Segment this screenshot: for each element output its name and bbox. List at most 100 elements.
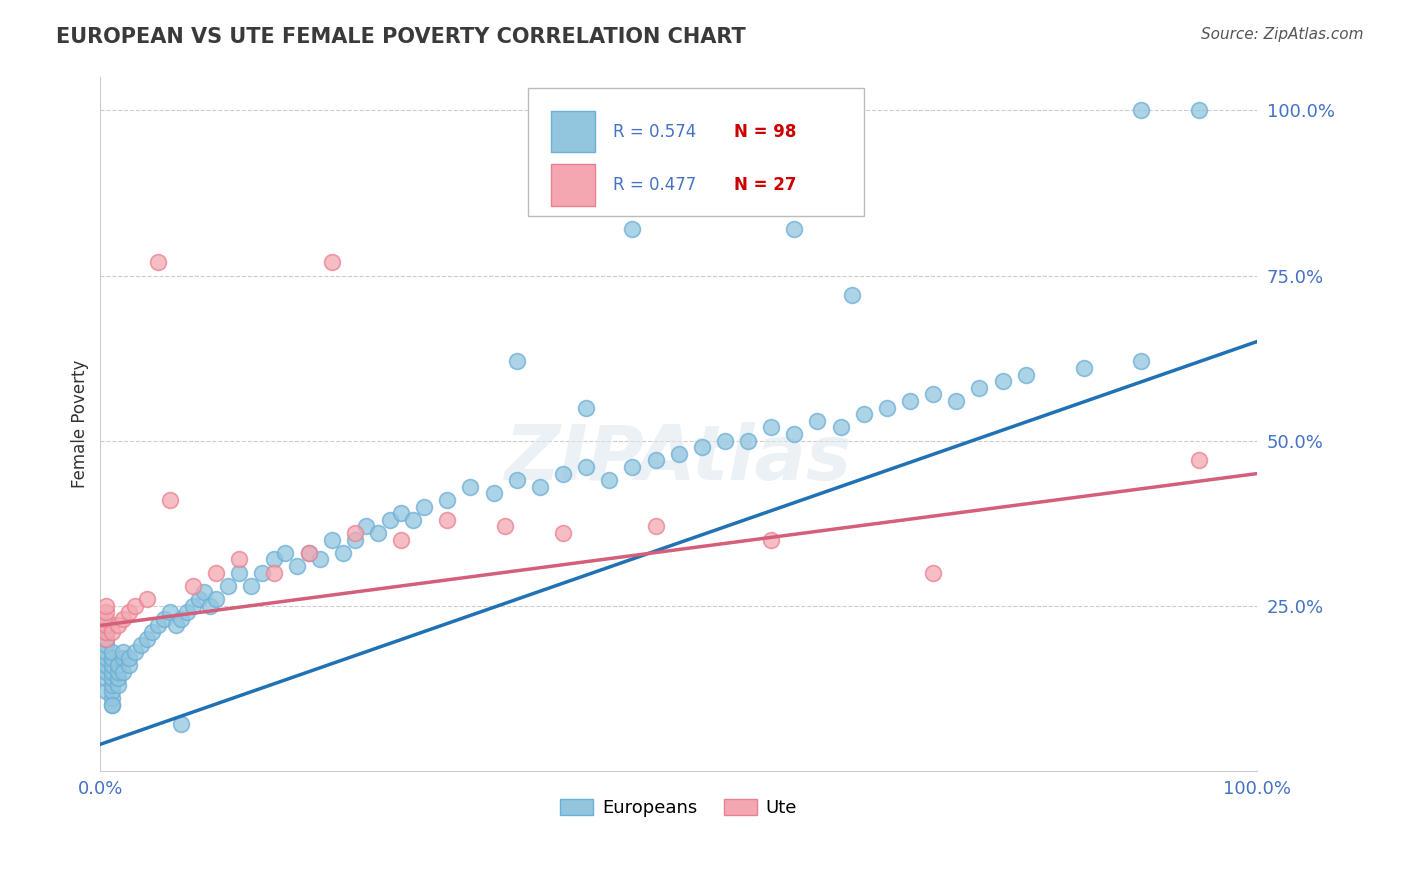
Point (141, 625, 163, 640)
Point (94, 625, 117, 640)
FancyBboxPatch shape (551, 111, 595, 153)
Text: N = 98: N = 98 (734, 122, 797, 141)
Point (101, 671, 124, 685)
Point (159, 493, 181, 508)
Point (575, 401, 598, 415)
Point (107, 665, 129, 679)
Point (101, 651, 124, 665)
Point (94, 625, 117, 640)
Point (343, 526, 366, 541)
Text: ZIPAtlas: ZIPAtlas (505, 422, 852, 496)
Point (170, 612, 193, 626)
Point (187, 592, 209, 607)
Point (898, 394, 921, 409)
Point (575, 460, 598, 475)
Point (101, 625, 124, 640)
Point (94, 632, 117, 646)
Point (922, 566, 945, 580)
Point (598, 473, 620, 487)
Point (274, 546, 297, 560)
Point (118, 658, 141, 673)
Point (205, 592, 228, 607)
Point (761, 420, 783, 434)
Point (124, 599, 146, 613)
Point (159, 605, 181, 619)
Point (112, 651, 135, 665)
Point (148, 618, 170, 632)
Point (506, 354, 529, 368)
Point (309, 552, 332, 566)
Point (852, 407, 875, 421)
Point (94, 651, 117, 665)
Point (101, 658, 124, 673)
Point (945, 394, 967, 409)
Point (228, 566, 250, 580)
Point (112, 612, 135, 626)
Text: Source: ZipAtlas.com: Source: ZipAtlas.com (1201, 27, 1364, 42)
Point (94, 599, 117, 613)
Point (668, 447, 690, 461)
Point (332, 546, 354, 560)
Point (153, 612, 176, 626)
Point (124, 645, 146, 659)
Point (356, 519, 378, 533)
Point (263, 566, 285, 580)
Point (217, 579, 239, 593)
Point (460, 480, 482, 494)
Point (621, 222, 644, 236)
Point (101, 684, 124, 698)
Point (101, 691, 124, 706)
Point (529, 480, 551, 494)
Point (1188, 103, 1211, 118)
Point (228, 552, 250, 566)
Point (94, 632, 117, 646)
Point (401, 513, 423, 527)
Point (135, 632, 157, 646)
Point (1015, 368, 1038, 382)
Point (200, 599, 222, 613)
Point (129, 638, 152, 652)
Point (436, 513, 458, 527)
Legend: Europeans, Ute: Europeans, Ute (553, 791, 804, 824)
Point (181, 599, 204, 613)
Point (205, 566, 228, 580)
Point (94, 665, 117, 679)
Point (551, 526, 574, 541)
Point (193, 585, 215, 599)
Point (841, 288, 863, 302)
Text: N = 27: N = 27 (734, 176, 797, 194)
Point (876, 401, 898, 415)
Point (806, 414, 828, 428)
Point (101, 698, 124, 712)
Point (297, 546, 319, 560)
Point (413, 500, 436, 514)
Point (668, 189, 690, 203)
Point (343, 533, 366, 547)
Point (135, 592, 157, 607)
Point (112, 665, 135, 679)
Point (148, 255, 170, 269)
Point (761, 533, 783, 547)
Point (112, 645, 135, 659)
Point (482, 486, 505, 500)
Point (621, 460, 644, 475)
Point (285, 559, 308, 574)
Y-axis label: Female Poverty: Female Poverty (72, 359, 89, 488)
Point (297, 546, 319, 560)
Point (922, 387, 945, 401)
Point (165, 618, 187, 632)
Point (321, 255, 343, 269)
Point (94, 684, 117, 698)
Point (668, 183, 690, 197)
Point (101, 665, 124, 679)
Point (389, 533, 412, 547)
Point (378, 513, 401, 527)
Point (94, 605, 117, 619)
Text: EUROPEAN VS UTE FEMALE POVERTY CORRELATION CHART: EUROPEAN VS UTE FEMALE POVERTY CORRELATI… (56, 27, 747, 46)
Point (101, 678, 124, 692)
Point (118, 651, 141, 665)
Point (107, 671, 129, 685)
Text: R = 0.574: R = 0.574 (613, 122, 696, 141)
Point (551, 467, 574, 481)
Point (94, 658, 117, 673)
